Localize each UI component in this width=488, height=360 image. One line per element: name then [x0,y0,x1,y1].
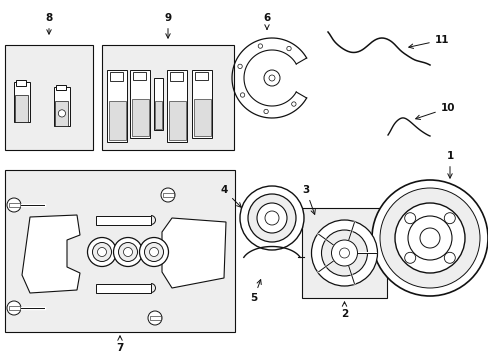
Circle shape [339,248,349,258]
Circle shape [394,203,464,273]
Circle shape [404,252,415,263]
Bar [8,306,20,310]
Circle shape [92,243,111,261]
Bar [107,70,127,142]
Bar [54,87,70,126]
Text: 10: 10 [415,103,454,120]
Circle shape [240,93,244,97]
Circle shape [379,188,479,288]
Circle shape [7,198,21,212]
Circle shape [240,186,304,250]
Bar [5,170,235,332]
Circle shape [113,238,142,266]
Polygon shape [22,215,80,293]
Circle shape [419,228,439,248]
Bar [149,316,160,320]
Bar [170,72,183,81]
Text: 11: 11 [408,35,448,48]
Text: 3: 3 [302,185,315,214]
Circle shape [97,248,106,256]
Bar [131,99,148,136]
Bar [96,216,151,225]
Bar [192,70,212,138]
Bar [154,78,163,130]
Bar [16,95,28,122]
Text: 5: 5 [250,280,261,303]
Text: 2: 2 [340,302,347,319]
Circle shape [257,203,286,233]
Circle shape [371,180,487,296]
Bar [56,85,66,90]
Circle shape [404,213,415,224]
Circle shape [264,211,279,225]
Circle shape [87,238,116,266]
Bar [302,208,386,298]
Bar [96,284,151,292]
Bar [130,70,150,138]
Bar [133,72,146,80]
Bar [14,82,30,122]
Circle shape [264,109,268,114]
Circle shape [286,46,291,51]
Circle shape [311,220,377,286]
Circle shape [7,301,21,315]
Circle shape [258,44,262,48]
Text: 4: 4 [220,185,241,207]
Circle shape [444,213,454,224]
Bar [154,101,162,129]
Circle shape [268,75,274,81]
Circle shape [407,216,451,260]
Circle shape [139,238,168,266]
Bar [162,193,173,197]
Bar [16,80,26,86]
Bar [108,101,125,140]
Bar [195,72,207,80]
Circle shape [321,230,367,276]
Circle shape [58,110,65,117]
Circle shape [237,64,242,68]
Text: 9: 9 [164,13,171,38]
Bar [8,203,20,207]
Circle shape [118,243,137,261]
Circle shape [149,248,158,256]
Circle shape [247,194,295,242]
Circle shape [161,188,175,202]
Circle shape [331,240,357,266]
Circle shape [144,243,163,261]
Text: 1: 1 [446,151,453,178]
Text: 7: 7 [116,336,123,353]
Bar [55,101,68,126]
Bar [167,70,186,142]
Bar [110,72,123,81]
Circle shape [444,252,454,263]
Circle shape [123,248,132,256]
Bar [102,45,234,150]
Polygon shape [162,218,225,288]
Bar [5,45,93,150]
Circle shape [148,311,162,325]
Bar [168,101,185,140]
Text: 6: 6 [263,13,270,29]
Circle shape [264,70,280,86]
Text: 8: 8 [45,13,53,34]
Bar [193,99,210,136]
Circle shape [291,102,295,106]
